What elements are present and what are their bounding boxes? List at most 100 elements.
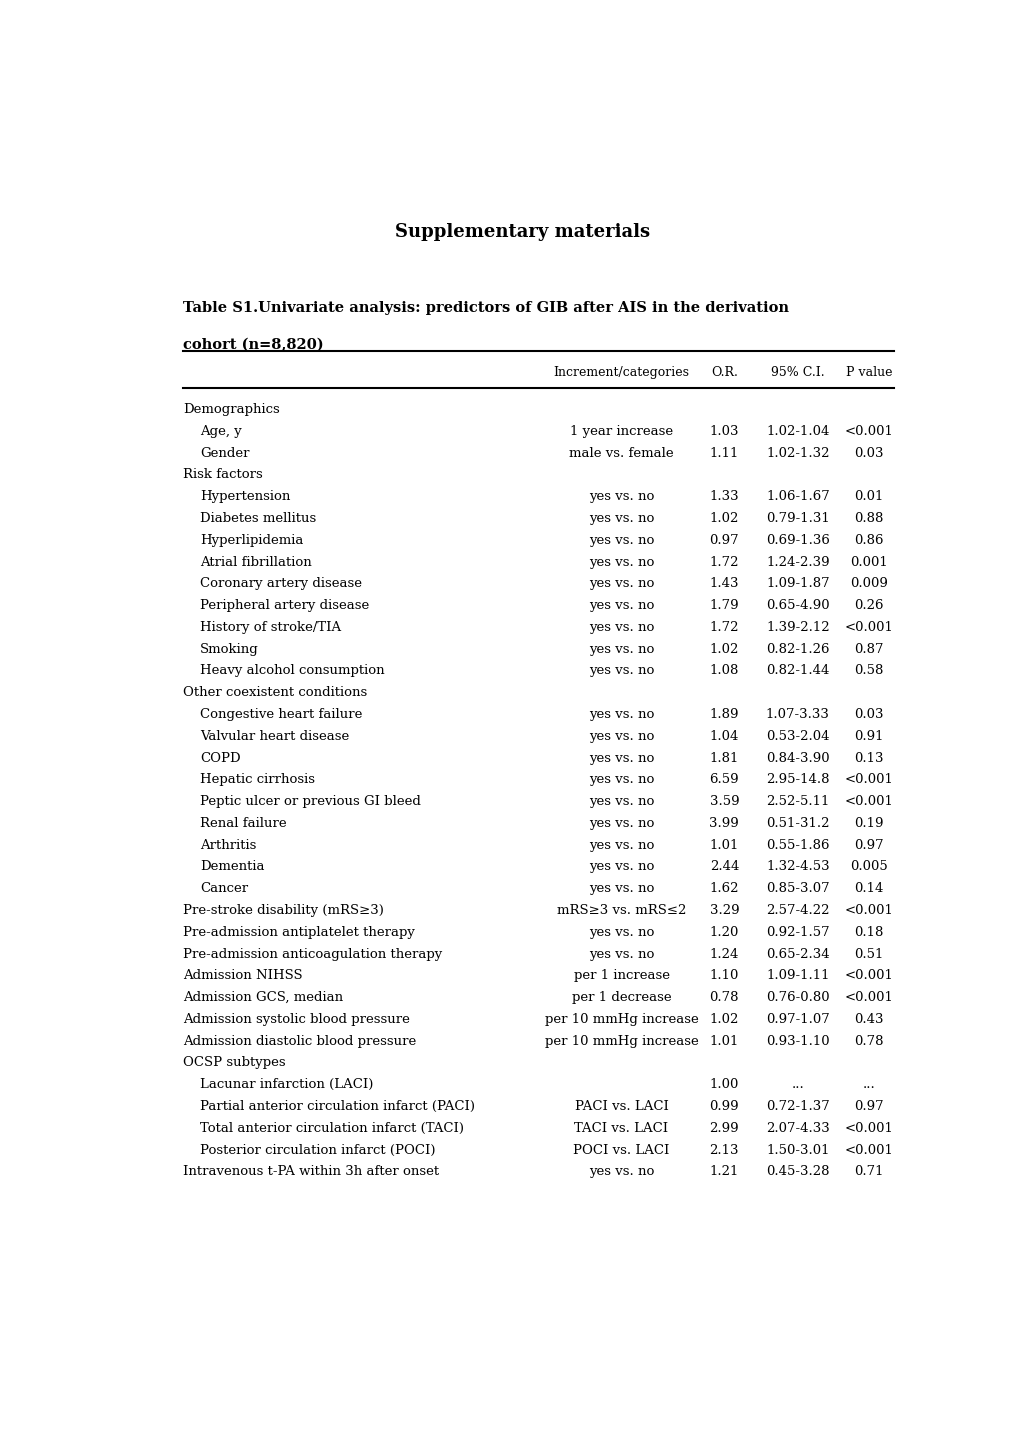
Text: POCI vs. LACI: POCI vs. LACI bbox=[573, 1144, 669, 1157]
Text: 0.85-3.07: 0.85-3.07 bbox=[765, 882, 828, 895]
Text: 0.005: 0.005 bbox=[849, 860, 887, 873]
Text: per 1 increase: per 1 increase bbox=[573, 970, 668, 983]
Text: 1.79: 1.79 bbox=[709, 599, 739, 612]
Text: 0.88: 0.88 bbox=[854, 512, 882, 525]
Text: 0.55-1.86: 0.55-1.86 bbox=[765, 838, 828, 851]
Text: 0.91: 0.91 bbox=[853, 730, 882, 743]
Text: Pre-admission antiplatelet therapy: Pre-admission antiplatelet therapy bbox=[182, 926, 415, 939]
Text: Arthritis: Arthritis bbox=[200, 838, 257, 851]
Text: yes vs. no: yes vs. no bbox=[588, 664, 653, 678]
Text: Admission NIHSS: Admission NIHSS bbox=[182, 970, 303, 983]
Text: Peptic ulcer or previous GI bleed: Peptic ulcer or previous GI bleed bbox=[200, 795, 421, 808]
Text: Dementia: Dementia bbox=[200, 860, 265, 873]
Text: 0.65-4.90: 0.65-4.90 bbox=[765, 599, 828, 612]
Text: 1.43: 1.43 bbox=[709, 577, 739, 590]
Text: <0.001: <0.001 bbox=[844, 905, 893, 918]
Text: 0.58: 0.58 bbox=[854, 664, 882, 678]
Text: Hepatic cirrhosis: Hepatic cirrhosis bbox=[200, 773, 315, 786]
Text: yes vs. no: yes vs. no bbox=[588, 556, 653, 569]
Text: cohort (n=8,820): cohort (n=8,820) bbox=[182, 338, 323, 352]
Text: Pre-admission anticoagulation therapy: Pre-admission anticoagulation therapy bbox=[182, 948, 441, 961]
Text: <0.001: <0.001 bbox=[844, 970, 893, 983]
Text: 2.99: 2.99 bbox=[709, 1121, 739, 1134]
Text: yes vs. no: yes vs. no bbox=[588, 948, 653, 961]
Text: 2.57-4.22: 2.57-4.22 bbox=[765, 905, 828, 918]
Text: 95% C.I.: 95% C.I. bbox=[770, 367, 823, 380]
Text: 1.02-1.04: 1.02-1.04 bbox=[765, 424, 828, 437]
Text: Demographics: Demographics bbox=[182, 403, 279, 416]
Text: <0.001: <0.001 bbox=[844, 1144, 893, 1157]
Text: 1.24: 1.24 bbox=[709, 948, 739, 961]
Text: 0.03: 0.03 bbox=[853, 709, 882, 722]
Text: Congestive heart failure: Congestive heart failure bbox=[200, 709, 362, 722]
Text: Admission systolic blood pressure: Admission systolic blood pressure bbox=[182, 1013, 410, 1026]
Text: 3.59: 3.59 bbox=[709, 795, 739, 808]
Text: 1 year increase: 1 year increase bbox=[570, 424, 673, 437]
Text: yes vs. no: yes vs. no bbox=[588, 817, 653, 830]
Text: 1.24-2.39: 1.24-2.39 bbox=[765, 556, 828, 569]
Text: 0.03: 0.03 bbox=[853, 447, 882, 460]
Text: per 10 mmHg increase: per 10 mmHg increase bbox=[544, 1013, 698, 1026]
Text: COPD: COPD bbox=[200, 752, 240, 765]
Text: 1.07-3.33: 1.07-3.33 bbox=[765, 709, 829, 722]
Text: 1.01: 1.01 bbox=[709, 1035, 739, 1048]
Text: Hyperlipidemia: Hyperlipidemia bbox=[200, 534, 304, 547]
Text: yes vs. no: yes vs. no bbox=[588, 620, 653, 633]
Text: 1.72: 1.72 bbox=[709, 620, 739, 633]
Text: 0.009: 0.009 bbox=[849, 577, 888, 590]
Text: 3.99: 3.99 bbox=[709, 817, 739, 830]
Text: 1.02-1.32: 1.02-1.32 bbox=[765, 447, 828, 460]
Text: yes vs. no: yes vs. no bbox=[588, 1166, 653, 1179]
Text: 0.71: 0.71 bbox=[853, 1166, 882, 1179]
Text: 1.09-1.87: 1.09-1.87 bbox=[765, 577, 828, 590]
Text: 1.33: 1.33 bbox=[709, 491, 739, 504]
Text: Admission diastolic blood pressure: Admission diastolic blood pressure bbox=[182, 1035, 416, 1048]
Text: 0.92-1.57: 0.92-1.57 bbox=[765, 926, 828, 939]
Text: 0.13: 0.13 bbox=[853, 752, 882, 765]
Text: <0.001: <0.001 bbox=[844, 1121, 893, 1134]
Text: 1.21: 1.21 bbox=[709, 1166, 739, 1179]
Text: Lacunar infarction (LACI): Lacunar infarction (LACI) bbox=[200, 1078, 373, 1091]
Text: 6.59: 6.59 bbox=[709, 773, 739, 786]
Text: 0.78: 0.78 bbox=[853, 1035, 882, 1048]
Text: ...: ... bbox=[791, 1078, 803, 1091]
Text: Other coexistent conditions: Other coexistent conditions bbox=[182, 687, 367, 700]
Text: Cancer: Cancer bbox=[200, 882, 248, 895]
Text: Total anterior circulation infarct (TACI): Total anterior circulation infarct (TACI… bbox=[200, 1121, 464, 1134]
Text: 2.44: 2.44 bbox=[709, 860, 739, 873]
Text: 0.93-1.10: 0.93-1.10 bbox=[765, 1035, 828, 1048]
Text: 1.08: 1.08 bbox=[709, 664, 739, 678]
Text: yes vs. no: yes vs. no bbox=[588, 773, 653, 786]
Text: 0.82-1.26: 0.82-1.26 bbox=[765, 642, 828, 655]
Text: 0.69-1.36: 0.69-1.36 bbox=[765, 534, 829, 547]
Text: 0.99: 0.99 bbox=[709, 1100, 739, 1113]
Text: 0.53-2.04: 0.53-2.04 bbox=[765, 730, 828, 743]
Text: yes vs. no: yes vs. no bbox=[588, 534, 653, 547]
Text: <0.001: <0.001 bbox=[844, 424, 893, 437]
Text: 0.001: 0.001 bbox=[849, 556, 887, 569]
Text: yes vs. no: yes vs. no bbox=[588, 730, 653, 743]
Text: P value: P value bbox=[845, 367, 892, 380]
Text: Risk factors: Risk factors bbox=[182, 469, 262, 482]
Text: <0.001: <0.001 bbox=[844, 620, 893, 633]
Text: yes vs. no: yes vs. no bbox=[588, 838, 653, 851]
Text: per 10 mmHg increase: per 10 mmHg increase bbox=[544, 1035, 698, 1048]
Text: 1.01: 1.01 bbox=[709, 838, 739, 851]
Text: Diabetes mellitus: Diabetes mellitus bbox=[200, 512, 316, 525]
Text: 0.82-1.44: 0.82-1.44 bbox=[765, 664, 828, 678]
Text: 0.01: 0.01 bbox=[854, 491, 882, 504]
Text: Posterior circulation infarct (POCI): Posterior circulation infarct (POCI) bbox=[200, 1144, 435, 1157]
Text: 0.79-1.31: 0.79-1.31 bbox=[765, 512, 828, 525]
Text: yes vs. no: yes vs. no bbox=[588, 860, 653, 873]
Text: 1.00: 1.00 bbox=[709, 1078, 739, 1091]
Text: Coronary artery disease: Coronary artery disease bbox=[200, 577, 362, 590]
Text: 1.06-1.67: 1.06-1.67 bbox=[765, 491, 828, 504]
Text: Hypertension: Hypertension bbox=[200, 491, 290, 504]
Text: 0.18: 0.18 bbox=[854, 926, 882, 939]
Text: Increment/categories: Increment/categories bbox=[553, 367, 689, 380]
Text: male vs. female: male vs. female bbox=[569, 447, 674, 460]
Text: Table S1.Univariate analysis: predictors of GIB after AIS in the derivation: Table S1.Univariate analysis: predictors… bbox=[182, 302, 788, 315]
Text: yes vs. no: yes vs. no bbox=[588, 882, 653, 895]
Text: O.R.: O.R. bbox=[710, 367, 737, 380]
Text: OCSP subtypes: OCSP subtypes bbox=[182, 1056, 285, 1069]
